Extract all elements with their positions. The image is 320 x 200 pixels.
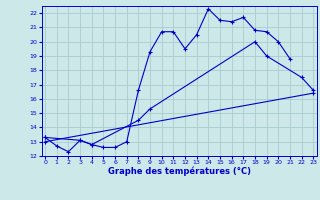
X-axis label: Graphe des températures (°C): Graphe des températures (°C): [108, 167, 251, 176]
